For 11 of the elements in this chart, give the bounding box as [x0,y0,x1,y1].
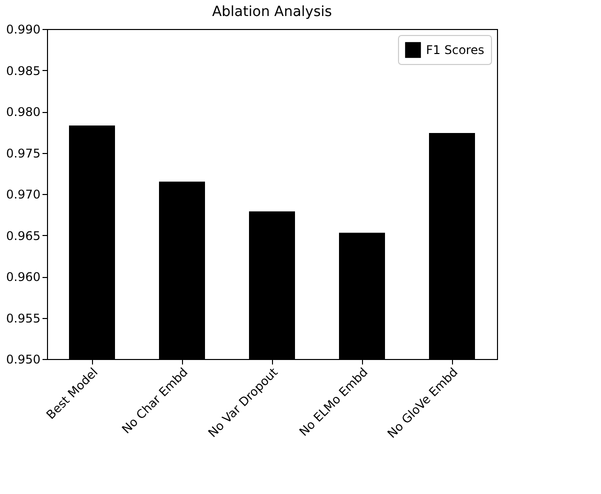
y-tick-label: 0.950 [6,352,40,366]
y-tick-label: 0.980 [6,105,40,119]
y-tick-label: 0.960 [6,270,40,284]
y-tick-label: 0.975 [6,146,40,160]
legend-label: F1 Scores [426,43,484,57]
y-tick-label: 0.955 [6,311,40,326]
y-tick-label: 0.990 [6,22,40,36]
y-tick-label: 0.965 [6,228,40,243]
chart-title: Ablation Analysis [212,4,332,20]
y-tick-label: 0.970 [6,188,40,202]
y-tick-label: 0.985 [6,64,40,78]
